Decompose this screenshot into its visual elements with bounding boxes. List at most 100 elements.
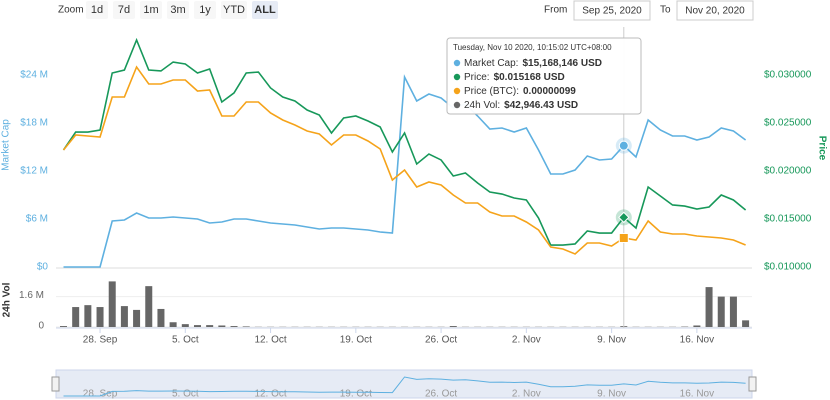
volume-bar <box>169 322 177 327</box>
x-tick-label: 5. Oct <box>172 335 199 346</box>
x-tick-label: 2. Nov <box>512 335 541 346</box>
navigator[interactable] <box>55 369 753 399</box>
zoom-button-label[interactable]: 3m <box>170 4 185 16</box>
series-line <box>63 74 747 268</box>
volume-bar <box>218 325 226 327</box>
vol-axis-title: 24h Vol <box>2 282 13 317</box>
x-tick-label: 16. Nov <box>680 335 714 346</box>
to-date[interactable]: Nov 20, 2020 <box>685 6 745 17</box>
zoom-button[interactable] <box>252 1 278 19</box>
volume-bar <box>742 320 750 327</box>
volume-bar <box>729 296 737 327</box>
zoom-button[interactable] <box>194 1 216 19</box>
zoom-button[interactable] <box>86 1 108 19</box>
series-line <box>62 65 746 255</box>
y2-tick-label: $0.025000 <box>764 118 812 129</box>
y-tick-label: $0 <box>37 262 49 273</box>
volume-bar <box>717 296 725 327</box>
volume-bar <box>242 326 250 327</box>
from-date[interactable]: Sep 25, 2020 <box>582 6 642 17</box>
tooltip-row: Market Cap: $15,168,146 USD <box>464 58 602 69</box>
volume-bar <box>693 325 701 327</box>
zoom-button-label[interactable]: 1d <box>91 4 103 16</box>
zoom-button-label[interactable]: 1m <box>143 4 158 16</box>
tooltip-dot <box>453 73 461 81</box>
hover-marker <box>618 140 629 151</box>
tooltip-series-name: 24h Vol: <box>464 100 500 111</box>
y2-axis-title: Price <box>816 136 827 161</box>
tooltip-dot <box>453 59 461 67</box>
to-input[interactable] <box>676 0 754 21</box>
volume-bar <box>449 326 457 327</box>
volume-bar <box>108 281 116 327</box>
tooltip-dot <box>453 87 461 95</box>
volume-bar <box>193 325 201 327</box>
navigator-handle[interactable] <box>51 376 60 392</box>
tooltip-value: $42,946.43 USD <box>504 100 578 111</box>
zoom-button[interactable] <box>140 1 162 19</box>
tooltip-value: $15,168,146 USD <box>522 58 602 69</box>
tooltip-row: Price: $0.015168 USD <box>464 72 565 83</box>
y-tick-label: $6 M <box>26 214 48 225</box>
zoom-button[interactable] <box>221 1 247 19</box>
volume-bar <box>60 326 67 327</box>
series-line <box>62 37 747 246</box>
zoom-button-label[interactable]: 1y <box>199 4 211 16</box>
y-tick-label: $18 M <box>20 118 48 129</box>
to-label: To <box>660 5 671 16</box>
zoom-label: Zoom <box>58 5 84 16</box>
x-tick-label: 19. Oct <box>340 335 372 346</box>
navigator-x-label: 12. Oct <box>254 389 286 400</box>
volume-bar <box>157 308 165 327</box>
volume-bar <box>120 306 128 327</box>
hover-marker <box>618 211 630 224</box>
hover-marker <box>618 233 629 243</box>
from-input[interactable] <box>573 0 651 21</box>
navigator-x-label: 16. Nov <box>680 389 714 400</box>
volume-bar <box>96 307 104 327</box>
zoom-button[interactable] <box>167 1 189 19</box>
vol-tick-label: 1.6 M <box>19 290 44 301</box>
navigator-x-label: 2. Nov <box>512 389 541 400</box>
zoom-button-label[interactable]: YTD <box>223 4 245 16</box>
volume-bar <box>206 325 214 327</box>
x-tick-label: 12. Oct <box>254 335 286 346</box>
zoom-button-label[interactable]: ALL <box>254 4 276 16</box>
volume-bar <box>145 286 153 327</box>
tooltip-series-name: Price (BTC): <box>464 86 519 97</box>
tooltip-header: Tuesday, Nov 10 2020, 10:15:02 UTC+08:00 <box>453 43 612 52</box>
navigator-x-label: 9. Nov <box>597 389 626 400</box>
y2-tick-label: $0.015000 <box>764 214 812 225</box>
y-axis-title: Market Cap <box>1 119 12 171</box>
navigator-x-label: 5. Oct <box>172 389 199 400</box>
y2-tick-label: $0.030000 <box>764 70 812 81</box>
y2-tick-label: $0.020000 <box>764 166 812 177</box>
volume-bar <box>705 287 713 327</box>
tooltip-value: 0.00000099 <box>523 86 576 97</box>
zoom-button-label[interactable]: 7d <box>118 4 130 16</box>
navigator-x-label: 26. Oct <box>425 389 457 400</box>
zoom-button[interactable] <box>113 1 135 19</box>
volume-bar <box>230 326 238 327</box>
tooltip-row: 24h Vol: $42,946.43 USD <box>464 100 578 111</box>
tooltip <box>446 37 642 115</box>
x-tick-label: 28. Sep <box>83 335 118 346</box>
y2-tick-label: $0.010000 <box>764 262 812 273</box>
x-tick-label: 26. Oct <box>425 335 457 346</box>
tooltip-series-name: Price: <box>464 72 490 83</box>
navigator-x-label: 28. Sep <box>83 389 118 400</box>
volume-bar <box>72 307 80 327</box>
navigator-handle[interactable] <box>748 376 757 392</box>
tooltip-value: $0.015168 USD <box>494 72 565 83</box>
y-tick-label: $24 M <box>20 70 48 81</box>
volume-bar <box>181 324 189 327</box>
x-tick-label: 9. Nov <box>597 335 626 346</box>
from-label: From <box>544 5 567 16</box>
volume-bar <box>133 309 141 327</box>
volume-bar <box>84 305 92 327</box>
tooltip-series-name: Market Cap: <box>464 58 518 69</box>
tooltip-dot <box>453 101 461 109</box>
vol-tick-label: 0 <box>38 321 44 332</box>
